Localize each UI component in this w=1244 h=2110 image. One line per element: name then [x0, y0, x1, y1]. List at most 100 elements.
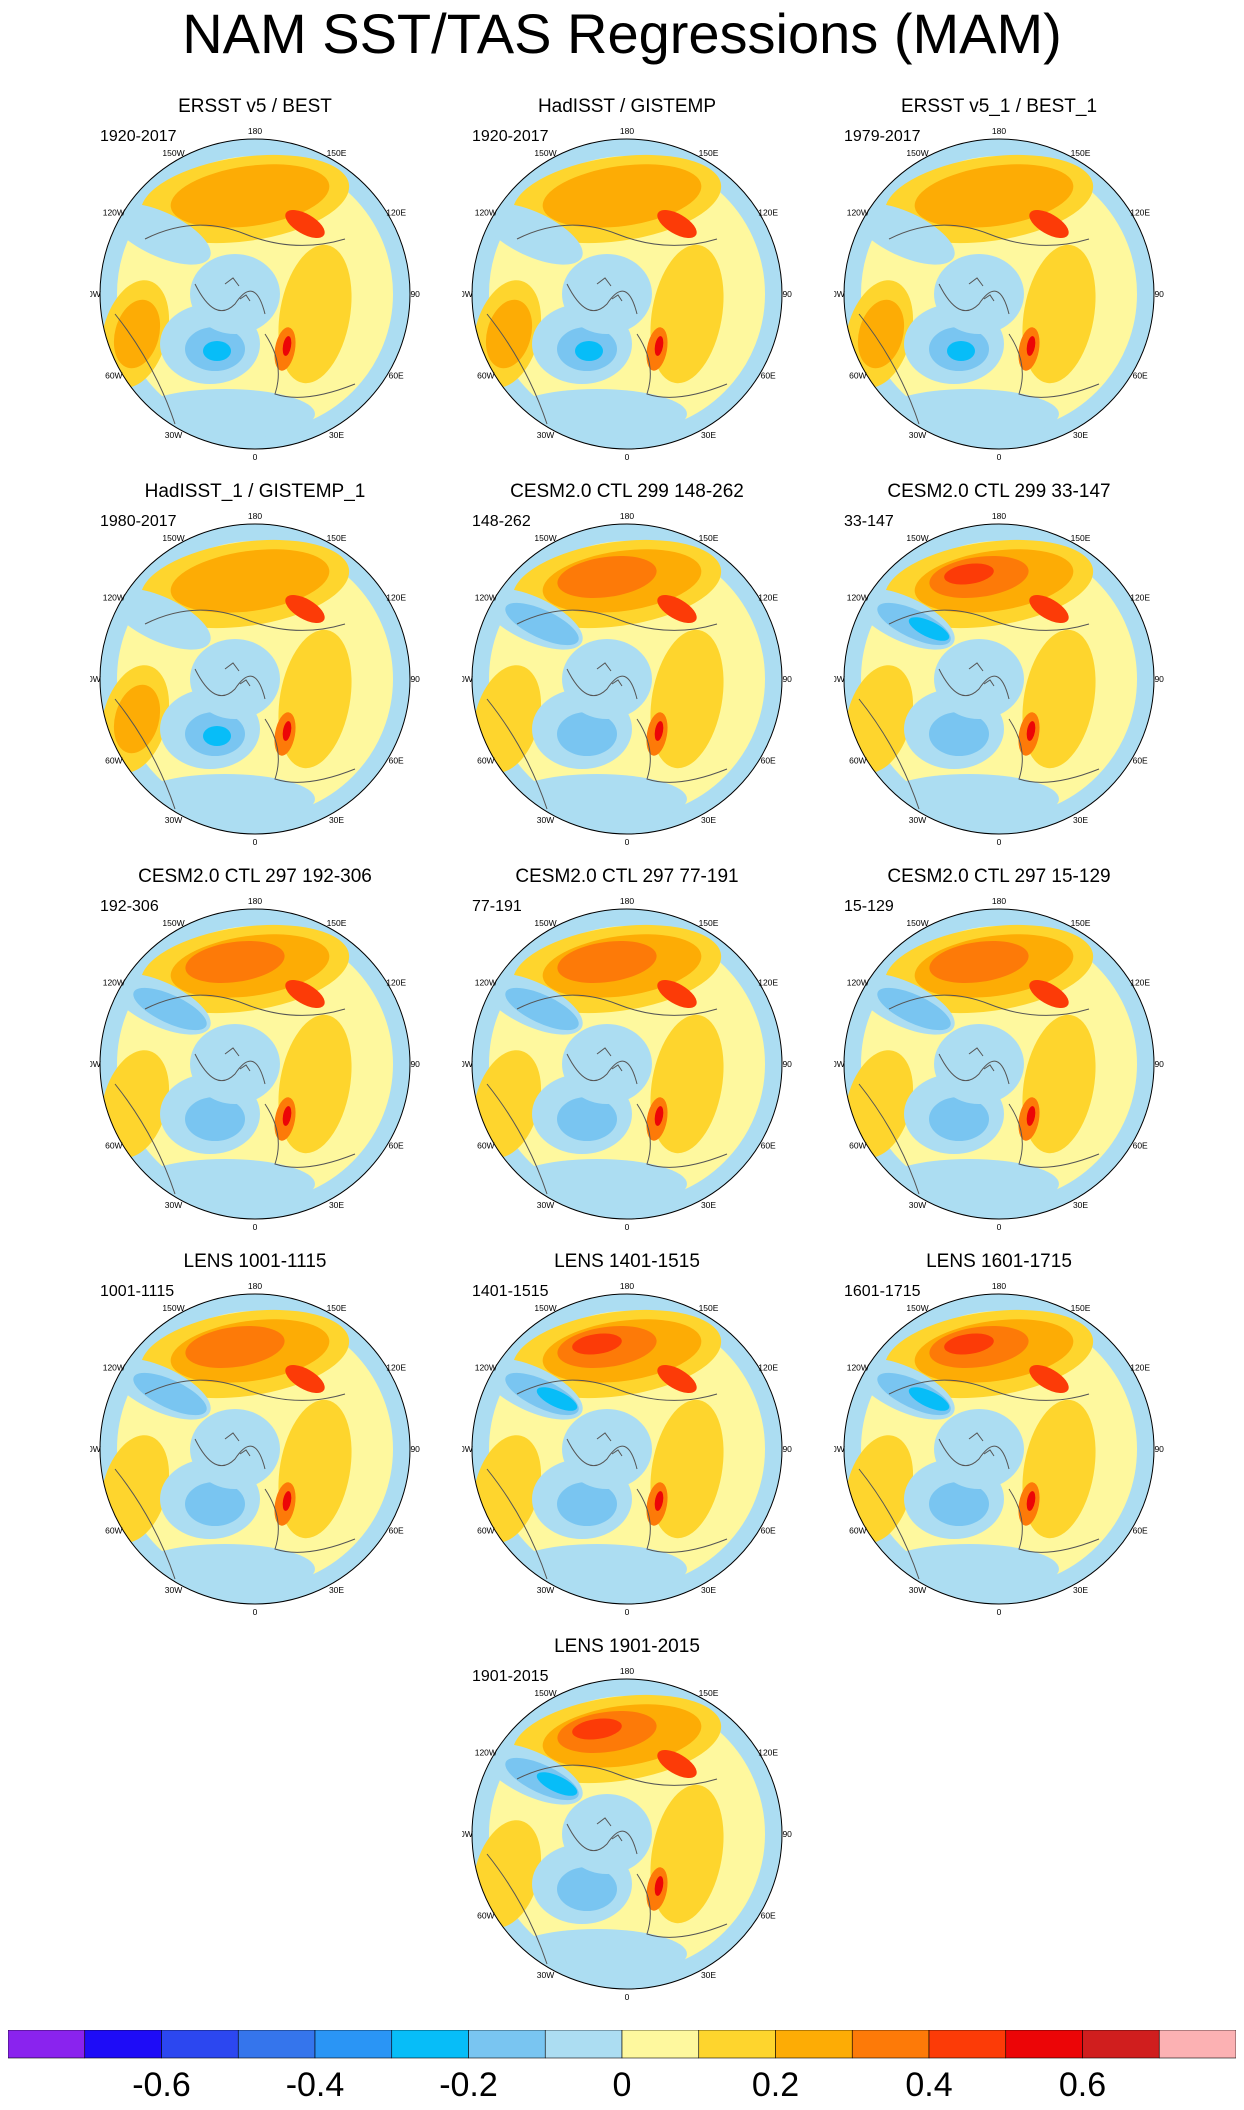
- longitude-label: 60W: [105, 756, 122, 766]
- panel-title: CESM2.0 CTL 297 77-191: [515, 866, 739, 887]
- longitude-label: 150W: [162, 148, 184, 158]
- map-panel: LENS 1401-1515 180 150E 120E 90E 60E 30E 0 30W 60…: [462, 1251, 792, 1631]
- map-panel: CESM2.0 CTL 297 77-191 180 150E 120E 90E 60E 3…: [462, 866, 792, 1246]
- map-panel: LENS 1901-2015 180 150E 120E 90E 60E 30E 0 30W 60…: [462, 1636, 792, 2016]
- panel-title: HadISST / GISTEMP: [537, 96, 717, 117]
- polar-map: 180 150E 120E 90E 60E 30E 0 30W 60W 90W 120W 150W: [462, 511, 792, 847]
- longitude-label: 60E: [1133, 1526, 1148, 1536]
- longitude-label: 90W: [90, 1444, 101, 1454]
- longitude-label: 90W: [462, 1059, 473, 1069]
- longitude-label: 180: [248, 1281, 262, 1291]
- longitude-label: 30W: [537, 1970, 554, 1980]
- longitude-label: 30W: [537, 1200, 554, 1210]
- longitude-label: 60E: [761, 1911, 776, 1921]
- regression-field: [472, 909, 782, 1219]
- longitude-label: 150W: [162, 533, 184, 543]
- longitude-label: 0: [997, 1607, 1002, 1617]
- longitude-label: 60W: [477, 371, 494, 381]
- longitude-label: 60W: [105, 1526, 122, 1536]
- longitude-label: 30E: [701, 1585, 716, 1595]
- longitude-label: 150E: [327, 918, 347, 928]
- panel-title: CESM2.0 CTL 299 148-262: [510, 481, 744, 502]
- longitude-label: 90W: [462, 289, 473, 299]
- longitude-label: 90E: [782, 1444, 792, 1454]
- main-title: NAM SST/TAS Regressions (MAM): [182, 2, 1062, 65]
- longitude-label: 90E: [410, 1444, 420, 1454]
- colorbar-tick-label: 0.4: [905, 2066, 952, 2104]
- coastlines: [858, 1379, 1100, 1580]
- polar-map: 180 150E 120E 90E 60E 30E 0 30W 60W 90W 120W 150W: [90, 896, 420, 1232]
- regression-field: [100, 909, 410, 1219]
- longitude-label: 120W: [847, 208, 869, 218]
- longitude-label: 60E: [1133, 756, 1148, 766]
- coastlines: [858, 224, 1100, 425]
- map-panel: CESM2.0 CTL 297 192-306 180 150E 120E 90E 60E…: [90, 866, 420, 1246]
- longitude-label: 30W: [165, 1200, 182, 1210]
- longitude-label: 0: [625, 1992, 630, 2002]
- regression-field: [844, 139, 1154, 449]
- longitude-label: 120W: [103, 208, 125, 218]
- coastlines: [486, 224, 728, 425]
- regression-field: [472, 524, 782, 834]
- longitude-label: 120E: [758, 208, 778, 218]
- longitude-label: 60E: [389, 1141, 404, 1151]
- coastlines: [486, 609, 728, 810]
- colorbar-tick-label: 0.2: [752, 2066, 799, 2104]
- colorbar-swatch: [1158, 2030, 1236, 2059]
- colorbar-tick-label: -0.4: [286, 2066, 345, 2104]
- longitude-label: 150E: [699, 1688, 719, 1698]
- longitude-label: 180: [248, 896, 262, 906]
- map-panel: ERSST v5 / BEST 180 150E 120E 90E 60E 30E 0 30W 6…: [90, 96, 420, 476]
- longitude-label: 90W: [834, 1444, 845, 1454]
- map-panel: HadISST_1 / GISTEMP_1 180 150E 120E 90E 60E 30…: [90, 481, 420, 861]
- longitude-label: 120W: [475, 208, 497, 218]
- longitude-label: 120E: [386, 978, 406, 988]
- longitude-label: 90E: [410, 674, 420, 684]
- longitude-label: 120E: [1130, 1363, 1150, 1373]
- colorbar-swatch: [314, 2030, 393, 2059]
- colorbar-swatch: [1005, 2030, 1083, 2059]
- longitude-label: 0: [997, 452, 1002, 462]
- coastlines: [858, 609, 1100, 810]
- longitude-label: 180: [620, 896, 634, 906]
- longitude-label: 60E: [761, 371, 776, 381]
- longitude-label: 90E: [410, 289, 420, 299]
- colorbar-tick-label: 0.6: [1059, 2066, 1106, 2104]
- panel-period: 1920-2017: [472, 128, 549, 145]
- longitude-label: 150E: [699, 148, 719, 158]
- coastlines: [486, 994, 728, 1195]
- longitude-label: 60W: [849, 756, 866, 766]
- longitude-label: 90W: [462, 1829, 473, 1839]
- longitude-label: 0: [997, 837, 1002, 847]
- longitude-label: 150E: [1071, 918, 1091, 928]
- longitude-label: 60E: [761, 1141, 776, 1151]
- longitude-label: 30W: [909, 430, 926, 440]
- polar-map: 180 150E 120E 90E 60E 30E 0 30W 60W 90W 120W 150W: [462, 1281, 792, 1617]
- polar-map: 180 150E 120E 90E 60E 30E 0 30W 60W 90W 120W 150W: [834, 896, 1164, 1232]
- panel-period: 1401-1515: [472, 1283, 549, 1300]
- longitude-label: 0: [253, 1222, 258, 1232]
- map-panel: CESM2.0 CTL 299 148-262 180 150E 120E 90E 60E…: [462, 481, 792, 861]
- longitude-label: 60E: [389, 371, 404, 381]
- longitude-label: 30W: [165, 815, 182, 825]
- longitude-label: 90E: [782, 674, 792, 684]
- panel-title: CESM2.0 CTL 299 33-147: [887, 481, 1111, 502]
- regression-field: [472, 139, 782, 449]
- longitude-label: 60E: [389, 1526, 404, 1536]
- panel-title: LENS 1401-1515: [554, 1251, 700, 1272]
- regression-field: [844, 909, 1154, 1219]
- colorbar-tick-label: -0.6: [132, 2066, 191, 2104]
- longitude-label: 90E: [1154, 289, 1164, 299]
- longitude-label: 120W: [847, 1363, 869, 1373]
- longitude-label: 180: [620, 126, 634, 136]
- polar-map: 180 150E 120E 90E 60E 30E 0 30W 60W 90W 120W 150W: [834, 511, 1164, 847]
- panel-period: 33-147: [844, 513, 894, 530]
- coastlines: [486, 1764, 728, 1965]
- longitude-label: 60W: [477, 1141, 494, 1151]
- longitude-label: 60W: [477, 1526, 494, 1536]
- regression-field: [100, 1294, 410, 1604]
- longitude-label: 150W: [534, 148, 556, 158]
- polar-map: 180 150E 120E 90E 60E 30E 0 30W 60W 90W 120W 150W: [834, 126, 1164, 462]
- panel-period: 77-191: [472, 898, 522, 915]
- colorbar-swatch: [775, 2030, 853, 2059]
